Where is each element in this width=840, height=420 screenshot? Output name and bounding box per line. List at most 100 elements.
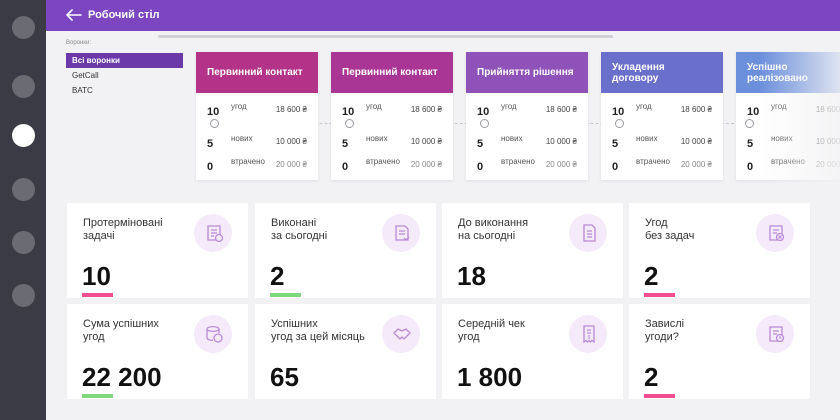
- stage-amount: 18 600 ₴: [410, 105, 442, 114]
- pipeline-stage-card[interactable]: Успішно реалізовано 10 угод 18 600 ₴ 5 н…: [736, 52, 840, 180]
- metric-status-bar: [82, 394, 113, 398]
- metric-value: 2: [270, 261, 285, 291]
- stage-amount: 10 000 ₴: [275, 137, 307, 146]
- stage-count-label: втрачено: [771, 157, 805, 166]
- rail-nav-item-4[interactable]: [12, 178, 35, 201]
- rail-nav-item-6[interactable]: [12, 284, 35, 307]
- stage-title: Первинний контакт: [331, 52, 453, 93]
- stage-title: Укладення договору: [601, 52, 723, 93]
- stage-count: 5: [612, 138, 619, 150]
- stage-amount: 20 000 ₴: [275, 160, 307, 169]
- stage-connector-dot: [480, 119, 489, 128]
- stage-count: 10: [612, 106, 625, 118]
- pipeline-stage-card[interactable]: Первинний контакт 10 угод 18 600 ₴ 5 нов…: [196, 52, 318, 180]
- left-rail: [0, 0, 46, 420]
- stage-row: 5 нових 10 000 ₴: [207, 134, 307, 154]
- stage-count: 0: [747, 161, 754, 173]
- metric-status-bar: [82, 293, 113, 297]
- stage-amount: 20 000 ₴: [815, 160, 840, 169]
- stage-count-label: нових: [771, 134, 793, 143]
- metric-card[interactable]: Протерміновані задачі 10: [67, 203, 248, 298]
- stage-connector-dot: [745, 119, 754, 128]
- stage-count: 10: [747, 106, 760, 118]
- metric-value: 2: [644, 362, 659, 392]
- funnel-item-getcall[interactable]: GetCall: [72, 71, 99, 80]
- stage-connector-dot: [210, 119, 219, 128]
- stage-amount: 18 600 ₴: [275, 105, 307, 114]
- stage-count-label: угод: [771, 102, 787, 111]
- metric-card[interactable]: Завислі угоди? 2: [629, 304, 810, 399]
- stage-count: 10: [477, 106, 490, 118]
- metric-card[interactable]: Угод без задач 2: [629, 203, 810, 298]
- stage-amount: 20 000 ₴: [410, 160, 442, 169]
- stage-row: 0 втрачено 20 000 ₴: [612, 157, 712, 177]
- receipt-icon: $: [569, 315, 607, 353]
- stage-row: 10 угод 18 600 ₴: [477, 102, 577, 122]
- metric-value: 2: [644, 261, 659, 291]
- completed-today-icon: [382, 214, 420, 252]
- stage-count: 0: [477, 161, 484, 173]
- stage-title: Первинний контакт: [196, 52, 318, 93]
- stage-connector-dot: [615, 119, 624, 128]
- stage-count: 5: [747, 138, 754, 150]
- stage-row: 0 втрачено 20 000 ₴: [477, 157, 577, 177]
- stage-count-label: втрачено: [231, 157, 265, 166]
- stage-count: 0: [612, 161, 619, 173]
- stage-connector-dot: [345, 119, 354, 128]
- rail-nav-item-1[interactable]: [12, 16, 35, 39]
- stage-row: 0 втрачено 20 000 ₴: [747, 157, 840, 177]
- stage-amount: 10 000 ₴: [410, 137, 442, 146]
- pipeline-stage-card[interactable]: Прийняття рішення 10 угод 18 600 ₴ 5 нов…: [466, 52, 588, 180]
- metric-value: 65: [270, 362, 299, 392]
- stage-amount: 10 000 ₴: [545, 137, 577, 146]
- stage-amount: 20 000 ₴: [680, 160, 712, 169]
- stage-amount: 10 000 ₴: [815, 137, 840, 146]
- stage-title: Прийняття рішення: [466, 52, 588, 93]
- rail-nav-item-5[interactable]: [12, 231, 35, 254]
- funnel-filter-list: Всі воронки GetCall BATC: [66, 53, 183, 98]
- metric-card[interactable]: Середній чек угод 1 800 $: [442, 304, 623, 399]
- stage-count-label: втрачено: [501, 157, 535, 166]
- metric-status-bar: [644, 394, 675, 398]
- stage-count: 10: [342, 106, 355, 118]
- stage-row: 5 нових 10 000 ₴: [612, 134, 712, 154]
- metric-title: Середній чек угод: [458, 318, 525, 343]
- svg-text:$: $: [588, 335, 591, 341]
- overdue-tasks-icon: [194, 214, 232, 252]
- stage-amount: 18 600 ₴: [815, 105, 840, 114]
- stage-amount: 18 600 ₴: [680, 105, 712, 114]
- metric-card[interactable]: Виконані за сьогодні 2: [255, 203, 436, 298]
- stage-count: 5: [207, 138, 214, 150]
- rail-nav-item-3[interactable]: [12, 124, 35, 147]
- stage-count-label: нових: [366, 134, 388, 143]
- stage-count: 0: [207, 161, 214, 173]
- stage-count-label: втрачено: [366, 157, 400, 166]
- back-arrow-icon[interactable]: [66, 9, 82, 21]
- metric-card[interactable]: Сума успішних угод 22 200: [67, 304, 248, 399]
- funnel-filter-label: Воронки:: [66, 40, 91, 46]
- top-bar: Робочий стіл: [46, 0, 840, 31]
- pipeline-stage-card[interactable]: Укладення договору 10 угод 18 600 ₴ 5 но…: [601, 52, 723, 180]
- metric-value: 10: [82, 261, 111, 291]
- stage-amount: 10 000 ₴: [680, 137, 712, 146]
- metric-card[interactable]: Успішних угод за цей місяць 65: [255, 304, 436, 399]
- stage-row: 5 нових 10 000 ₴: [342, 134, 442, 154]
- pipeline-stage-card[interactable]: Первинний контакт 10 угод 18 600 ₴ 5 нов…: [331, 52, 453, 180]
- coins-icon: [194, 315, 232, 353]
- metric-card[interactable]: До виконання на сьогодні 18: [442, 203, 623, 298]
- horizontal-scrollbar[interactable]: [158, 35, 613, 38]
- metric-status-bar: [270, 293, 301, 297]
- stage-count: 5: [342, 138, 349, 150]
- stage-count-label: угод: [231, 102, 247, 111]
- stage-count-label: нових: [636, 134, 658, 143]
- metric-value: 18: [457, 261, 486, 291]
- metric-title: Виконані за сьогодні: [271, 217, 328, 242]
- deals-without-tasks-icon: [756, 214, 794, 252]
- funnel-item-batc[interactable]: BATC: [72, 86, 93, 95]
- funnel-item-all[interactable]: Всі воронки: [66, 53, 183, 68]
- stage-count-label: нових: [231, 134, 253, 143]
- metric-title: Успішних угод за цей місяць: [271, 318, 365, 343]
- rail-nav-item-2[interactable]: [12, 75, 35, 98]
- metric-value: 1 800: [457, 362, 523, 392]
- metric-status-bar: [644, 293, 675, 297]
